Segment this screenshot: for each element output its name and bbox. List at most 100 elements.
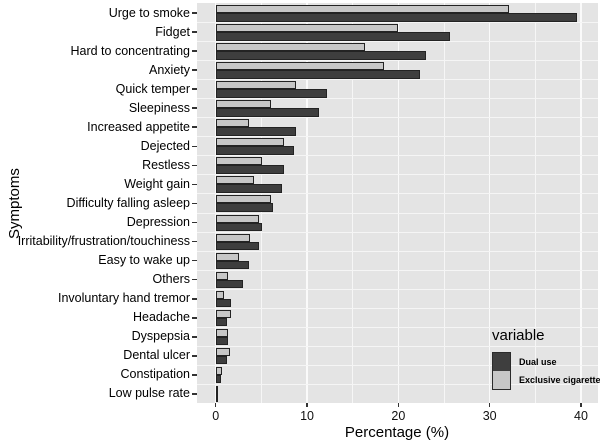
x-tick-label: 40 bbox=[574, 409, 588, 423]
bar-exclusive-cigarette bbox=[215, 195, 272, 204]
bar-exclusive-cigarette bbox=[215, 138, 285, 147]
x-tick-label: 20 bbox=[391, 409, 406, 423]
y-tick bbox=[192, 31, 197, 33]
bar-dual-use bbox=[215, 89, 328, 98]
category-label: Dejected bbox=[140, 138, 190, 153]
category-label: Dyspepsia bbox=[131, 329, 190, 344]
legend-body: Dual use Exclusive cigarette bbox=[492, 352, 600, 390]
bar-dual-use bbox=[215, 51, 426, 60]
bar-exclusive-cigarette bbox=[215, 328, 228, 337]
y-tick bbox=[192, 164, 197, 167]
y-tick bbox=[192, 183, 197, 186]
gridline-horizontal bbox=[197, 136, 598, 138]
gridline-minor bbox=[352, 3, 354, 403]
gridline-major bbox=[397, 3, 400, 403]
category-label: Irritability/frustration/touchiness bbox=[17, 234, 190, 249]
category-label: Involuntary hand tremor bbox=[57, 291, 190, 306]
gridline-horizontal bbox=[197, 326, 598, 328]
bar-dual-use bbox=[215, 222, 263, 232]
bar-dual-use bbox=[215, 336, 228, 346]
bar-dual-use bbox=[215, 127, 297, 136]
gridline-horizontal bbox=[197, 269, 598, 271]
category-label: Low pulse rate bbox=[108, 386, 190, 401]
legend-label-dual-use: Dual use bbox=[519, 357, 557, 367]
category-label: Urge to smoke bbox=[108, 5, 190, 20]
gridline-horizontal bbox=[197, 231, 598, 233]
x-axis-title: Percentage (%) bbox=[344, 424, 450, 441]
gridline-horizontal bbox=[197, 307, 598, 309]
bar-exclusive-cigarette bbox=[215, 233, 251, 242]
category-label: Weight gain bbox=[124, 176, 190, 191]
y-tick bbox=[192, 12, 197, 14]
gridline-horizontal bbox=[197, 212, 598, 214]
category-label: Anxiety bbox=[149, 62, 190, 77]
x-tick-label: 0 bbox=[212, 409, 220, 423]
y-tick bbox=[192, 240, 197, 243]
x-tick bbox=[488, 403, 491, 407]
bar-dual-use bbox=[215, 203, 274, 212]
legend-label-exclusive-cigarette: Exclusive cigarette bbox=[519, 375, 600, 385]
bar-dual-use bbox=[215, 70, 421, 79]
y-tick bbox=[192, 336, 197, 338]
gridline-major bbox=[488, 3, 491, 403]
bar-dual-use bbox=[215, 298, 232, 308]
y-tick bbox=[192, 355, 197, 357]
bar-exclusive-cigarette bbox=[215, 271, 228, 280]
category-label: Others bbox=[152, 272, 190, 287]
x-tick bbox=[306, 403, 308, 407]
bar-exclusive-cigarette bbox=[215, 347, 231, 356]
category-label: Sleepiness bbox=[128, 100, 190, 115]
legend: variable Dual use Exclusive cigarette bbox=[492, 327, 600, 390]
y-tick bbox=[192, 88, 197, 90]
category-label: Constipation bbox=[120, 367, 191, 382]
category-label: Dental ulcer bbox=[123, 348, 190, 363]
y-tick bbox=[192, 202, 197, 205]
bar-exclusive-cigarette bbox=[215, 119, 249, 128]
y-tick bbox=[192, 374, 197, 376]
legend-key-exclusive-cigarette bbox=[493, 371, 510, 389]
y-tick bbox=[192, 69, 197, 71]
bar-dual-use bbox=[215, 260, 250, 270]
category-label: Hard to concentrating bbox=[70, 43, 190, 58]
x-tick-label: 30 bbox=[482, 409, 497, 423]
bar-exclusive-cigarette bbox=[215, 43, 365, 52]
gridline-horizontal bbox=[197, 98, 598, 100]
bar-exclusive-cigarette bbox=[215, 309, 232, 318]
x-tick bbox=[214, 403, 217, 407]
legend-key-dual-use bbox=[493, 353, 510, 371]
x-tick-label: 10 bbox=[300, 409, 314, 423]
bar-exclusive-cigarette bbox=[215, 385, 218, 394]
plot-panel bbox=[197, 3, 598, 403]
category-label: Quick temper bbox=[115, 81, 190, 96]
gridline-horizontal bbox=[197, 117, 598, 119]
gridline-minor bbox=[443, 3, 445, 403]
y-tick bbox=[192, 259, 197, 262]
y-tick bbox=[192, 297, 197, 300]
y-tick bbox=[192, 393, 197, 395]
gridline-major bbox=[580, 3, 582, 403]
legend-keys bbox=[492, 352, 511, 390]
bar-dual-use bbox=[215, 317, 227, 327]
y-tick bbox=[192, 316, 197, 319]
bar-dual-use bbox=[215, 108, 319, 117]
bar-dual-use bbox=[215, 241, 259, 251]
x-tick bbox=[397, 403, 400, 407]
bar-exclusive-cigarette bbox=[215, 176, 255, 185]
gridline-horizontal bbox=[197, 60, 598, 62]
bar-exclusive-cigarette bbox=[215, 5, 509, 13]
bar-dual-use bbox=[215, 184, 283, 193]
gridline-horizontal bbox=[197, 193, 598, 195]
gridline-horizontal bbox=[197, 155, 598, 157]
gridline-horizontal bbox=[197, 383, 598, 385]
category-label: Easy to wake up bbox=[98, 253, 190, 268]
bar-exclusive-cigarette bbox=[215, 81, 297, 90]
bar-dual-use bbox=[215, 32, 451, 41]
x-tick bbox=[580, 403, 582, 407]
bar-exclusive-cigarette bbox=[215, 100, 272, 109]
bar-dual-use bbox=[215, 146, 295, 155]
category-label: Difficulty falling asleep bbox=[66, 195, 190, 210]
category-label: Restless bbox=[142, 157, 190, 172]
bar-exclusive-cigarette bbox=[215, 214, 259, 223]
bar-exclusive-cigarette bbox=[215, 366, 223, 375]
